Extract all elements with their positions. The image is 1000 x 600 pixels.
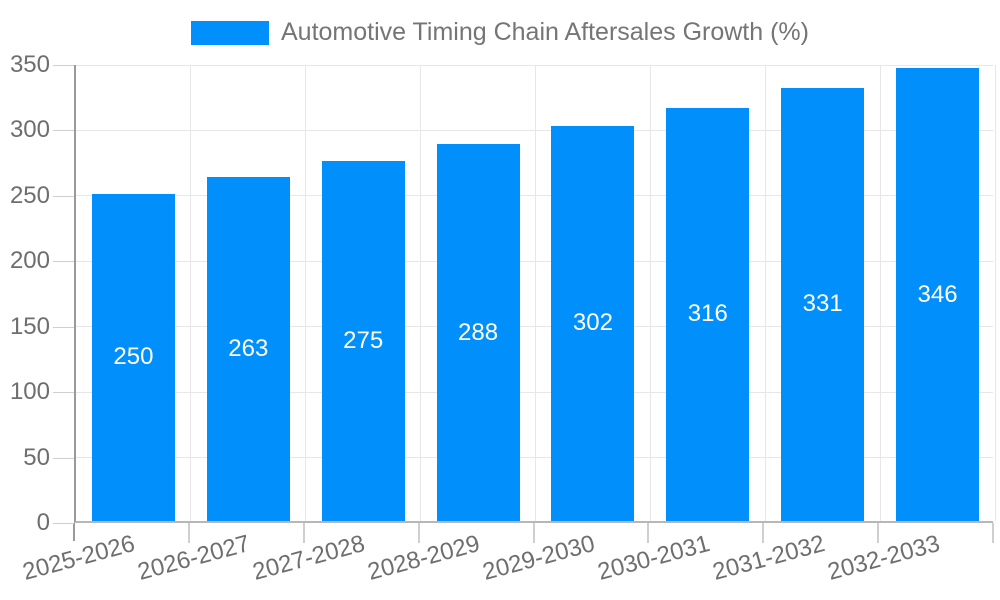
- gridline-horizontal: [76, 129, 993, 131]
- y-axis-tick-mark: [53, 65, 74, 66]
- gridline-horizontal: [76, 326, 993, 328]
- y-axis-tick-mark: [53, 457, 74, 459]
- gridline-horizontal: [76, 457, 993, 459]
- y-axis-tick-label: 350: [9, 51, 50, 78]
- bar-value-label: 316: [687, 300, 728, 328]
- y-axis-tick-label: 300: [9, 116, 50, 144]
- x-axis-tick-mark: [647, 523, 650, 543]
- gridline-vertical: [305, 65, 307, 521]
- x-axis-tick-mark: [187, 523, 190, 543]
- bar-2027-2028: 275: [321, 161, 405, 521]
- gridline-vertical: [994, 65, 996, 521]
- y-axis-tick-label: 100: [9, 378, 50, 406]
- x-axis-tick-mark: [992, 523, 994, 543]
- gridline-horizontal: [76, 64, 993, 66]
- bar-value-label: 275: [343, 327, 384, 355]
- y-axis-tick-label: 50: [23, 443, 50, 471]
- x-axis-tick-mark: [302, 523, 305, 543]
- y-axis-tick-label: 200: [9, 247, 50, 275]
- bar-value-label: 302: [572, 309, 613, 337]
- gridline-vertical: [190, 65, 192, 521]
- gridline-horizontal: [76, 391, 993, 393]
- bar-2025-2026: 250: [91, 193, 175, 521]
- bar-value-label: 263: [228, 334, 269, 362]
- y-axis-tick-mark: [53, 392, 74, 394]
- legend-item-series-0[interactable]: Automotive Timing Chain Aftersales Growt…: [191, 18, 809, 47]
- bar-value-label: 331: [802, 290, 843, 318]
- x-axis-tick-mark: [762, 523, 765, 543]
- gridline-vertical: [535, 65, 536, 521]
- chart-legend: Automotive Timing Chain Aftersales Growt…: [0, 18, 1000, 47]
- y-axis-tick-mark: [53, 195, 74, 197]
- gridline-vertical: [649, 65, 651, 521]
- y-axis-line-stub: [73, 523, 75, 541]
- y-axis-tick-mark: [53, 326, 74, 328]
- x-axis-tick-mark: [532, 523, 535, 543]
- bar-value-label: 250: [113, 343, 154, 371]
- plot-area: 250 263 275 288 302 316 331 346: [74, 64, 996, 523]
- gridline-vertical: [879, 65, 881, 521]
- bar-2032-2033: 346: [896, 68, 980, 521]
- bar-2028-2029: 288: [436, 144, 520, 521]
- gridline-horizontal: [76, 195, 993, 197]
- legend-label: Automotive Timing Chain Aftersales Growt…: [281, 18, 809, 46]
- y-axis-tick-label: 0: [36, 509, 50, 536]
- bar-value-label: 288: [458, 318, 499, 346]
- y-axis-tick-label: 150: [9, 312, 50, 340]
- gridline-horizontal: [76, 260, 993, 262]
- x-axis-tick-mark: [877, 523, 880, 543]
- y-axis-tick-label: 250: [9, 181, 50, 209]
- gridline-vertical: [420, 65, 422, 521]
- bar-2029-2030: 302: [551, 125, 635, 521]
- y-axis-tick-mark: [53, 523, 74, 524]
- y-axis-tick-mark: [53, 261, 74, 263]
- legend-marker-icon: [191, 20, 269, 45]
- bar-2026-2027: 263: [206, 176, 290, 521]
- x-axis-tick-mark: [417, 523, 420, 543]
- bar-2030-2031: 316: [666, 107, 750, 521]
- gridline-vertical: [764, 65, 766, 521]
- y-axis-tick-mark: [53, 130, 74, 132]
- bar-2031-2032: 331: [781, 87, 865, 521]
- bar-value-label: 346: [917, 280, 958, 308]
